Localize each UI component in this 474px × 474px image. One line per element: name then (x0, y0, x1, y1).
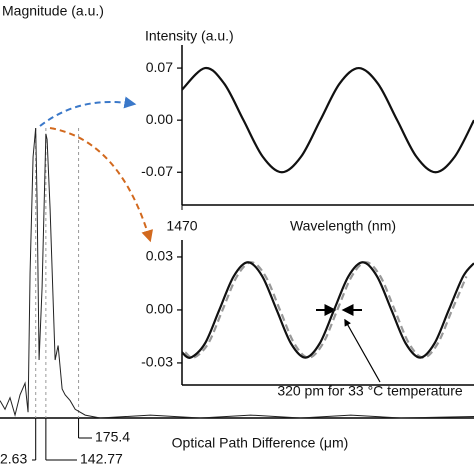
series-line (181, 261, 474, 359)
y-tick-label: -0.03 (141, 354, 173, 370)
peak-label: 2.63 (0, 451, 27, 467)
x-axis-label: Wavelength (nm) (290, 218, 396, 234)
y-tick-label: 0.00 (146, 301, 173, 317)
peak-label: 142.77 (80, 451, 123, 467)
x-axis-label: Optical Path Difference (μm) (172, 435, 349, 451)
y-tick-label: 0.00 (146, 111, 173, 127)
x-tick-label: 1470 (166, 218, 197, 234)
series-line (181, 66, 474, 174)
y-tick-label: -0.07 (141, 163, 173, 179)
link-arrow (39, 96, 137, 127)
series-line (0, 127, 474, 419)
peak-label: 175.4 (95, 429, 130, 445)
y-axis-label: Intensity (a.u.) (145, 28, 234, 44)
y-tick-label: 0.03 (146, 248, 173, 264)
y-tick-label: 0.07 (146, 59, 173, 75)
link-arrow (49, 127, 153, 243)
annotation: 320 pm for 33 °C temperature (277, 383, 463, 399)
leader-arrow (344, 318, 381, 383)
series-line (184, 261, 468, 359)
y-axis-label: Magnitude (a.u.) (2, 3, 104, 19)
